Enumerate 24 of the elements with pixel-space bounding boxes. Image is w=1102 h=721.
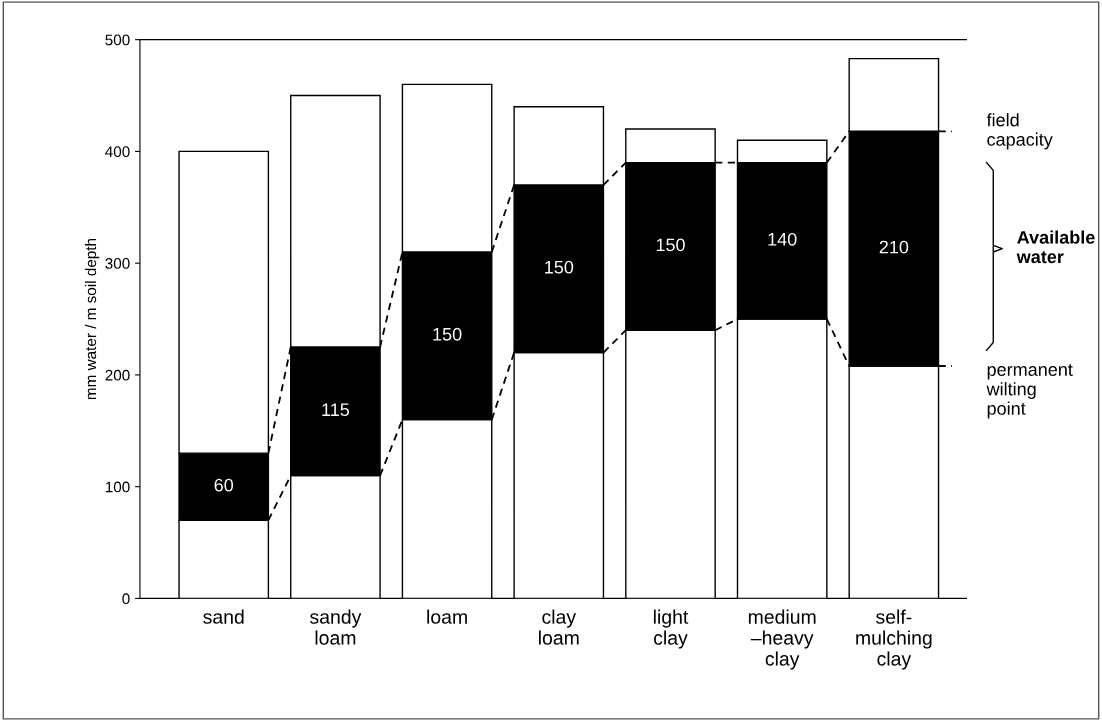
- data-label: 150: [433, 327, 462, 341]
- y-tick-label: 0: [122, 593, 130, 605]
- text: field capacity: [986, 113, 1053, 150]
- x-tick-label: self- mulching clay: [856, 609, 932, 670]
- y-tick-label: 200: [105, 369, 130, 381]
- y-tick-label: 400: [105, 146, 130, 158]
- data-label: 140: [768, 232, 797, 246]
- text: permanent wilting point: [986, 364, 1073, 419]
- y-tick-label: 500: [105, 34, 130, 46]
- data-label: 150: [545, 260, 574, 274]
- x-tick-label: loam: [427, 609, 467, 624]
- text: Available water: [1016, 230, 1095, 264]
- data-label: 150: [656, 238, 685, 252]
- y-axis-title: mm water / m soil depth: [84, 238, 100, 400]
- y-tick-label: 300: [105, 258, 130, 269]
- x-tick-label: clay loam: [539, 609, 579, 645]
- x-tick-label: sandy loam: [310, 609, 362, 645]
- x-tick-label: light clay: [653, 609, 689, 649]
- data-label: 60: [214, 478, 234, 492]
- data-label: 115: [322, 403, 350, 417]
- y-tick-label: 100: [105, 481, 130, 493]
- data-label: 210: [879, 240, 909, 254]
- x-tick-label: sand: [203, 609, 244, 624]
- x-tick-label: medium –heavy clay: [748, 609, 816, 670]
